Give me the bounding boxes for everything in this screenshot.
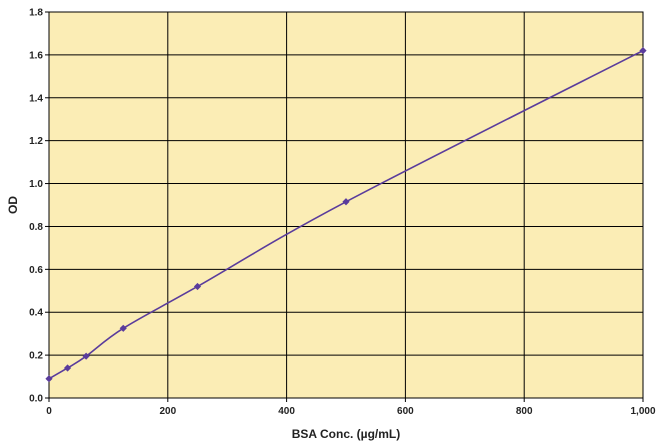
y-tick-label: 1.8 [29,8,43,19]
x-axis: 0 200 400 600 800 1,000 [46,398,656,417]
y-tick-label: 0.0 [29,394,43,405]
y-tick-label: 0.2 [29,351,43,362]
x-axis-title: BSA Conc. (µg/mL) [292,427,400,441]
y-axis: 0.0 0.2 0.4 0.6 0.8 1.0 1.2 1.4 1.6 1.8 [29,8,49,405]
data-point-marker [45,375,53,383]
data-point-marker [193,282,202,291]
data-points [45,47,647,383]
x-tick-label: 200 [159,406,176,417]
x-tick-label: 800 [516,406,533,417]
series-line [48,49,644,380]
data-point-marker [342,198,350,206]
data-point-marker [639,47,647,55]
data-point-marker [63,364,72,372]
data-point-marker [119,324,127,332]
y-tick-label: 1.6 [29,50,43,61]
y-tick-label: 1.2 [29,136,43,147]
plot-border [48,11,644,399]
y-axis-title: OD [6,196,20,214]
x-tick-label: 400 [278,406,295,417]
data-point-marker [82,352,90,360]
y-tick-label: 1.0 [29,179,43,190]
y-tick-label: 0.6 [29,265,43,276]
x-tick-label: 600 [397,406,414,417]
x-tick-label: 0 [46,406,52,417]
x-tick-label: 1,000 [630,406,655,417]
y-tick-label: 1.4 [29,93,43,104]
y-tick-label: 0.8 [29,222,43,233]
y-tick-label: 0.4 [29,308,43,319]
